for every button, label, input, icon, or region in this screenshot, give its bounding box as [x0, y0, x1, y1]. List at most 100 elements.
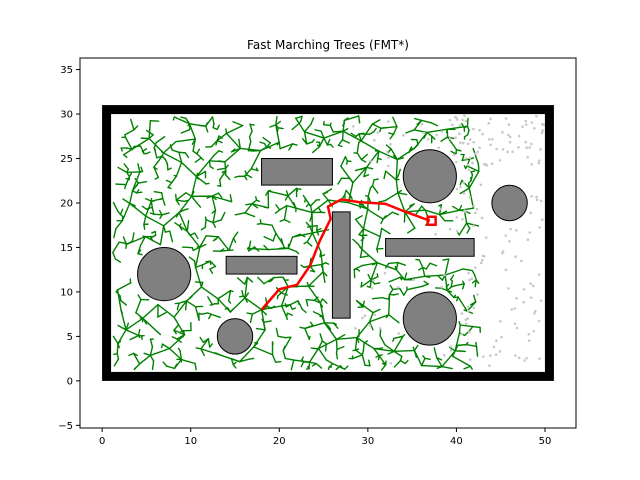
tree-edge — [320, 130, 325, 139]
tree-edge — [442, 258, 450, 261]
tree-edge — [284, 194, 289, 201]
tree-edge — [431, 135, 436, 140]
tree-edge — [372, 308, 381, 314]
tree-edge — [364, 364, 371, 367]
tree-edge — [336, 345, 345, 351]
tree-edge — [166, 162, 169, 171]
sample-point — [397, 332, 400, 335]
tree-edge — [403, 288, 408, 296]
sample-point — [525, 146, 528, 149]
tree-edge — [430, 122, 439, 127]
tree-edge — [175, 138, 196, 143]
sample-point — [458, 141, 462, 144]
tree-edge — [155, 136, 166, 144]
tree-edge — [451, 350, 456, 357]
sample-point — [466, 142, 470, 146]
tree-edge — [418, 259, 424, 269]
tree-edge — [176, 302, 180, 311]
tree-edge — [329, 143, 334, 148]
tree-edge — [303, 131, 325, 139]
tree-edge — [256, 222, 262, 225]
tree-edge — [465, 222, 480, 227]
tree-edge — [262, 136, 271, 144]
tree-edge — [224, 147, 241, 163]
tree-edge — [194, 362, 197, 371]
tree-edge — [205, 235, 220, 238]
tree-edge — [189, 232, 196, 237]
tree-edge — [137, 181, 148, 184]
tree-edge — [278, 204, 288, 211]
tree-edge — [379, 127, 382, 133]
sample-point — [531, 284, 535, 288]
tree-edge — [413, 143, 419, 150]
tree-edge — [332, 322, 337, 326]
tree-edge — [458, 324, 461, 334]
tree-edge — [225, 132, 241, 150]
sample-point — [533, 127, 536, 130]
tree-edge — [413, 349, 418, 359]
tree-edge — [403, 272, 408, 281]
tree-edge — [295, 115, 303, 119]
tree-edge — [212, 126, 218, 131]
tree-edge — [162, 141, 177, 154]
tree-edge — [468, 187, 475, 209]
tree-edge — [138, 354, 152, 365]
tree-edge — [248, 246, 256, 252]
sample-point — [480, 258, 484, 262]
tree-edge — [185, 295, 193, 302]
sample-point — [530, 142, 533, 146]
tree-edge — [277, 127, 284, 130]
tree-edge — [474, 279, 478, 288]
tree-edge — [115, 220, 123, 230]
tree-edge — [354, 218, 365, 230]
tree-edge — [266, 305, 273, 310]
sample-point — [533, 311, 536, 315]
tree-edge — [172, 116, 176, 121]
tree-edge — [173, 316, 186, 336]
tree-edge — [358, 228, 365, 236]
tree-edge — [125, 322, 130, 331]
tree-edge — [162, 225, 167, 233]
tree-edge — [436, 365, 443, 369]
tree-edge — [380, 227, 391, 235]
tree-edge — [398, 168, 401, 176]
sample-point — [501, 250, 505, 253]
tree-edge — [279, 143, 294, 150]
tree-edge — [437, 274, 444, 281]
tree-edge — [463, 210, 468, 224]
tree-edge — [194, 232, 199, 240]
tree-edge — [190, 195, 198, 204]
sample-point — [434, 232, 437, 236]
tree-edge — [200, 226, 206, 231]
sample-point — [535, 198, 539, 202]
tree-edge — [310, 347, 317, 350]
tree-edge — [305, 141, 314, 145]
tree-edge — [185, 300, 197, 308]
sample-point — [387, 120, 390, 123]
sample-point — [464, 157, 468, 160]
tree-edge — [302, 194, 307, 200]
sample-point — [464, 322, 468, 325]
tree-edge — [168, 347, 183, 361]
tree-edge — [236, 277, 246, 285]
tree-edge — [142, 303, 159, 319]
tree-edge — [165, 365, 176, 370]
tree-edge — [347, 201, 369, 210]
tree-edge — [143, 223, 146, 230]
sample-point — [387, 156, 390, 159]
tree-edge — [116, 282, 132, 291]
tree-edge — [209, 260, 217, 268]
tree-edge — [148, 120, 152, 140]
tree-edge — [112, 251, 117, 260]
tree-edge — [392, 155, 399, 161]
tree-edge — [175, 199, 185, 202]
tree-edge — [341, 130, 344, 141]
tree-edge — [275, 115, 278, 126]
tree-edge — [269, 124, 277, 128]
sample-point — [510, 308, 514, 311]
tree-edge — [225, 128, 228, 135]
sample-point — [508, 140, 512, 144]
tree-edge — [317, 340, 324, 350]
tree-edge — [378, 199, 386, 203]
tree-edge — [208, 313, 212, 320]
